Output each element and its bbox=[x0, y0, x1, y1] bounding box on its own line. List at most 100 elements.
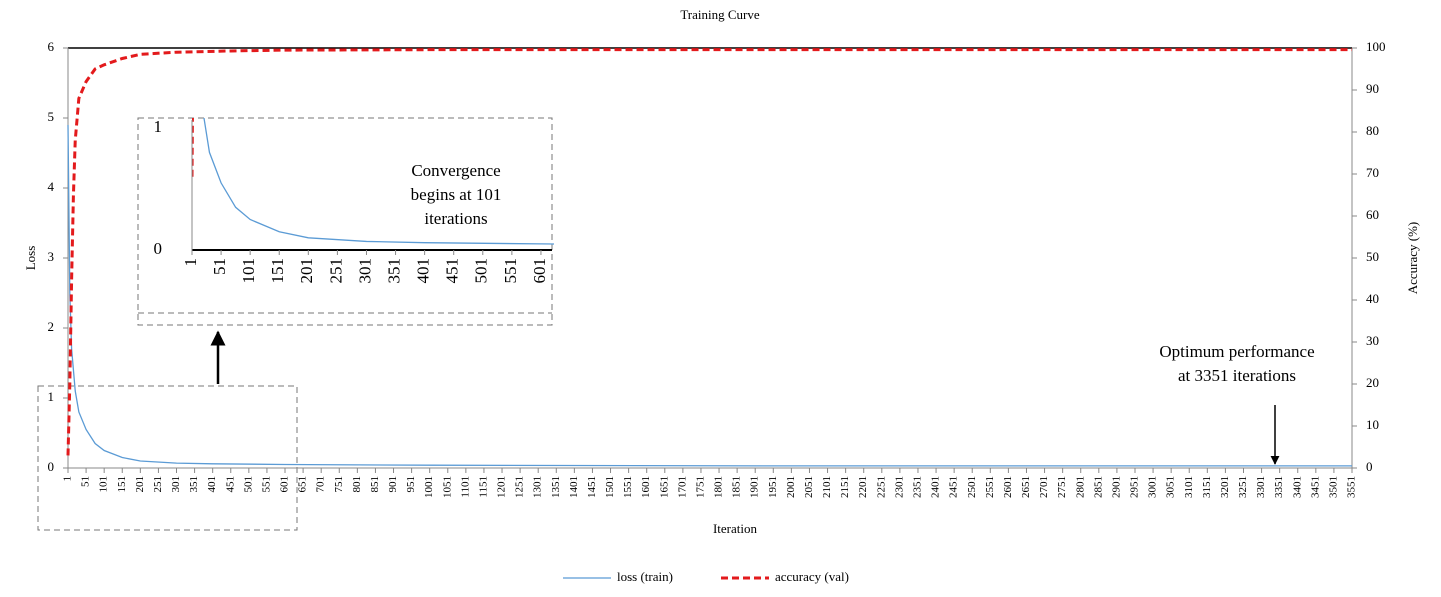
x-tick-label: 901 bbox=[387, 476, 399, 493]
x-tick-label: 1801 bbox=[713, 476, 725, 498]
x-tick-label: 3401 bbox=[1291, 476, 1303, 498]
x-tick-label: 551 bbox=[260, 476, 272, 493]
inset-x-tick-label: 551 bbox=[501, 258, 520, 284]
chart-title: Training Curve bbox=[680, 7, 760, 22]
x-tick-label: 2351 bbox=[912, 476, 924, 498]
y2-tick-label: 70 bbox=[1366, 165, 1379, 180]
x-tick-label: 451 bbox=[224, 476, 236, 493]
x-tick-label: 2601 bbox=[1002, 476, 1014, 498]
x-tick-label: 1951 bbox=[767, 476, 779, 498]
x-tick-label: 2751 bbox=[1056, 476, 1068, 498]
y-tick-label: 1 bbox=[48, 389, 55, 404]
x-tick-label: 2651 bbox=[1020, 476, 1032, 498]
legend-label: loss (train) bbox=[617, 569, 673, 584]
x-tick-label: 1 bbox=[62, 476, 74, 482]
inset-x-tick-label: 301 bbox=[355, 258, 374, 284]
x-tick-label: 501 bbox=[242, 476, 254, 493]
y-tick-label: 2 bbox=[48, 319, 55, 334]
x-tick-label: 2851 bbox=[1092, 476, 1104, 498]
x-tick-label: 1401 bbox=[568, 476, 580, 498]
inset-frame bbox=[137, 117, 553, 326]
x-tick-label: 3001 bbox=[1147, 476, 1159, 498]
x-tick-label: 2701 bbox=[1038, 476, 1050, 498]
annotation: iterations bbox=[424, 209, 487, 228]
inset-x-tick-label: 501 bbox=[472, 258, 491, 284]
inset-x-tick-label: 401 bbox=[414, 258, 433, 284]
legend-label: accuracy (val) bbox=[775, 569, 849, 584]
x-tick-label: 1551 bbox=[622, 476, 634, 498]
y2-tick-label: 80 bbox=[1366, 123, 1379, 138]
inset-x-tick-label: 601 bbox=[530, 258, 549, 284]
x-tick-label: 2801 bbox=[1074, 476, 1086, 498]
x-tick-label: 651 bbox=[297, 476, 309, 493]
x-tick-label: 1451 bbox=[586, 476, 598, 498]
x-tick-label: 3201 bbox=[1219, 476, 1231, 498]
x-tick-label: 1301 bbox=[532, 476, 544, 498]
y-tick-label: 5 bbox=[48, 109, 55, 124]
x-tick-label: 351 bbox=[188, 476, 200, 493]
x-tick-label: 1251 bbox=[514, 476, 526, 498]
x-tick-label: 151 bbox=[116, 476, 128, 493]
inset-x-tick-label: 1 bbox=[181, 258, 200, 267]
x-tick-label: 2401 bbox=[930, 476, 942, 498]
y2-tick-label: 20 bbox=[1366, 375, 1379, 390]
x-tick-label: 3351 bbox=[1273, 476, 1285, 498]
x-tick-label: 2551 bbox=[984, 476, 996, 498]
x-tick-label: 3051 bbox=[1165, 476, 1177, 498]
x-tick-label: 1601 bbox=[640, 476, 652, 498]
x-tick-label: 1151 bbox=[477, 476, 489, 498]
x-tick-label: 3101 bbox=[1183, 476, 1195, 498]
x-tick-label: 2001 bbox=[785, 476, 797, 498]
y2-tick-label: 30 bbox=[1366, 333, 1379, 348]
annotation: Convergence bbox=[411, 161, 500, 180]
x-tick-label: 3451 bbox=[1309, 476, 1321, 498]
x-tick-label: 851 bbox=[369, 476, 381, 493]
x-tick-label: 301 bbox=[170, 476, 182, 493]
y-tick-label: 6 bbox=[48, 39, 55, 54]
x-tick-label: 251 bbox=[152, 476, 164, 493]
x-tick-label: 2251 bbox=[875, 476, 887, 498]
x-tick-label: 1651 bbox=[658, 476, 670, 498]
x-tick-label: 701 bbox=[315, 476, 327, 493]
annotation: at 3351 iterations bbox=[1178, 366, 1296, 385]
inset-x-tick-label: 351 bbox=[384, 258, 403, 284]
y2-tick-label: 60 bbox=[1366, 207, 1379, 222]
x-tick-label: 1101 bbox=[459, 476, 471, 498]
x-tick-label: 2501 bbox=[966, 476, 978, 498]
inset-x-tick-label: 251 bbox=[326, 258, 345, 284]
inset-y-tick-label: 1 bbox=[154, 117, 163, 136]
x-tick-label: 951 bbox=[405, 476, 417, 493]
inset-plot bbox=[192, 118, 554, 245]
annotation: begins at 101 bbox=[411, 185, 502, 204]
x-axis-label: Iteration bbox=[713, 521, 758, 536]
inset-line bbox=[203, 118, 554, 245]
x-tick-label: 1701 bbox=[676, 476, 688, 498]
series-line bbox=[67, 124, 1352, 467]
series-line bbox=[66, 48, 1352, 456]
x-tick-label: 51 bbox=[80, 476, 92, 487]
y-tick-label: 3 bbox=[48, 249, 55, 264]
x-tick-label: 101 bbox=[98, 476, 110, 493]
x-tick-label: 2951 bbox=[1129, 476, 1141, 498]
x-tick-label: 2201 bbox=[857, 476, 869, 498]
x-tick-label: 1201 bbox=[496, 476, 508, 498]
annotation: Optimum performance bbox=[1159, 342, 1314, 361]
inset-x-tick-label: 451 bbox=[443, 258, 462, 284]
y2-tick-label: 10 bbox=[1366, 417, 1379, 432]
y2-tick-label: 100 bbox=[1366, 39, 1386, 54]
x-tick-label: 2101 bbox=[821, 476, 833, 498]
inset-x-tick-label: 101 bbox=[239, 258, 258, 284]
inset-x-tick-label: 201 bbox=[297, 258, 316, 284]
x-tick-label: 1051 bbox=[441, 476, 453, 498]
inset-x-tick-label: 151 bbox=[268, 258, 287, 284]
x-tick-label: 801 bbox=[351, 476, 363, 493]
x-tick-label: 1001 bbox=[423, 476, 435, 498]
x-tick-label: 201 bbox=[134, 476, 146, 493]
y-tick-label: 4 bbox=[48, 179, 55, 194]
y2-tick-label: 0 bbox=[1366, 459, 1373, 474]
y2-tick-label: 40 bbox=[1366, 291, 1379, 306]
x-tick-label: 2301 bbox=[893, 476, 905, 498]
zoom-region bbox=[37, 385, 298, 531]
inset-x-tick-label: 51 bbox=[210, 258, 229, 275]
